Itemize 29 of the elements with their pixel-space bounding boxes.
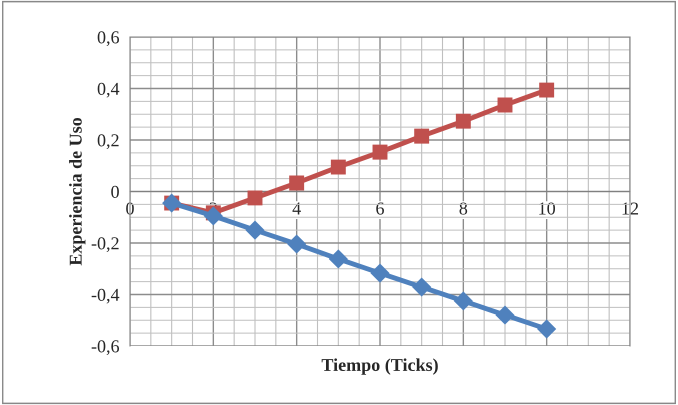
y-tick-label: -0,4 [92,288,120,304]
y-tick-label: 0 [111,186,119,198]
point [372,144,388,160]
y-tick-label: 0,6 [98,31,120,46]
y-tick-label: -0,2 [92,237,119,252]
x-tick-label: 6 [376,202,384,215]
point [204,206,223,226]
y-axis-title: Experiencia de Uso [69,118,86,266]
x-axis-title: Tiempo (Ticks) [322,358,438,375]
point [246,220,264,240]
y-tick-label: 0,2 [98,134,119,150]
point [537,320,556,338]
y-tick-label: 0,4 [98,82,120,98]
y-tick-label: -0,6 [92,340,120,356]
point [248,190,262,206]
point [454,292,473,310]
point [496,306,514,324]
point [456,114,471,129]
point [539,82,554,98]
point [370,264,390,282]
point [330,160,346,174]
x-tick-label: 8 [460,202,468,215]
point [498,98,512,112]
point [287,234,306,254]
x-tick-label: 4 [292,202,301,214]
point [289,176,304,190]
point [414,128,430,144]
point [412,278,432,296]
point [328,250,348,268]
